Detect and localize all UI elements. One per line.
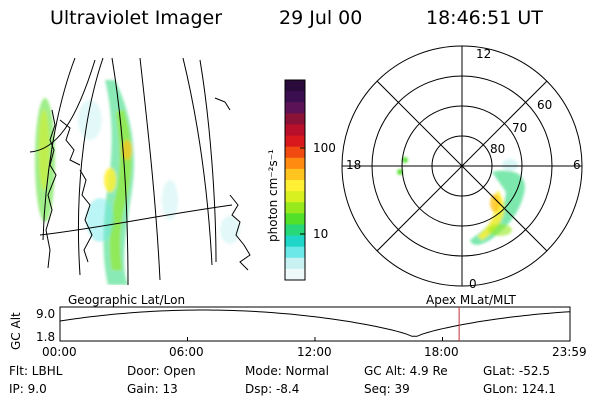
status-dsp: Dsp: -8.4 [245, 382, 300, 396]
status-door: Door: Open [127, 364, 196, 378]
polar-aurora-emission [397, 157, 525, 245]
colorbar [284, 79, 306, 281]
gc-altitude-curve [59, 309, 571, 337]
colorbar-swatch [285, 191, 305, 203]
status-glat: GLat: -52.5 [483, 364, 550, 378]
polar-plot-panel [341, 45, 583, 287]
timeline-y-tick-9: 9.0 [36, 307, 56, 321]
colorbar-swatch [285, 246, 305, 259]
colorbar-swatch [285, 224, 305, 237]
colorbar-swatch [285, 146, 305, 159]
apex-panel-label: Apex MLat/MLT [426, 293, 516, 307]
timeline-x-tick-2359: 23:59 [552, 345, 587, 359]
instrument-title: Ultraviolet Imager [50, 7, 223, 29]
mlt-label-0: 0 [469, 277, 477, 291]
timeline-y-axis-label: GC Alt [9, 312, 23, 350]
colorbar-swatch [285, 257, 305, 270]
colorbar-swatch [285, 113, 305, 125]
colorbar-tick-100: 100 [313, 141, 336, 155]
geographic-panel-label: Geographic Lat/Lon [68, 293, 186, 307]
colorbar-swatch [285, 135, 305, 148]
colorbar-swatch [285, 80, 305, 92]
colorbar-unit-label: photon cm⁻²s⁻¹ [266, 149, 280, 242]
colorbar-swatch [285, 180, 305, 192]
lat-label-60: 60 [537, 98, 553, 112]
colorbar-swatch [285, 157, 305, 170]
mlt-label-18: 18 [346, 158, 362, 172]
status-gc-alt: GC Alt: 4.9 Re [364, 364, 448, 378]
colorbar-swatch [285, 124, 305, 137]
status-seq: Seq: 39 [364, 382, 410, 396]
status-mode: Mode: Normal [245, 364, 329, 378]
geo-aurora-emission [35, 80, 240, 285]
geographic-map-panel [29, 57, 251, 285]
mlt-label-12: 12 [476, 47, 492, 61]
status-gain: Gain: 13 [127, 382, 178, 396]
polar-grid [341, 45, 583, 287]
timeline-x-tick-0600: 06:00 [169, 345, 204, 359]
time-label: 18:46:51 UT [426, 7, 543, 29]
colorbar-swatch [285, 202, 305, 214]
date-label: 29 Jul 00 [279, 7, 363, 29]
colorbar-swatch [285, 268, 305, 281]
colorbar-swatch [285, 235, 305, 248]
colorbar-tick-10: 10 [313, 227, 329, 241]
colorbar-swatch [285, 91, 305, 103]
colorbar-swatch [285, 168, 305, 181]
colorbar-swatch [285, 213, 305, 225]
geo-coastlines [45, 97, 251, 271]
geo-graticule [29, 57, 233, 285]
colorbar-swatch [285, 102, 305, 114]
timeline-x-tick-1200: 12:00 [297, 345, 332, 359]
timeline-x-tick-1800: 18:00 [424, 345, 459, 359]
status-ip: IP: 9.0 [9, 382, 47, 396]
status-glon: GLon: 124.1 [483, 382, 556, 396]
timeline-x-tick-0000: 00:00 [42, 345, 77, 359]
lat-label-80: 80 [490, 142, 506, 156]
lat-label-70: 70 [512, 121, 528, 135]
timeline-plot [59, 306, 571, 342]
timeline-y-tick-1-8: 1.8 [36, 330, 56, 344]
mlt-label-6: 6 [573, 158, 581, 172]
status-filter: Flt: LBHL [9, 364, 63, 378]
